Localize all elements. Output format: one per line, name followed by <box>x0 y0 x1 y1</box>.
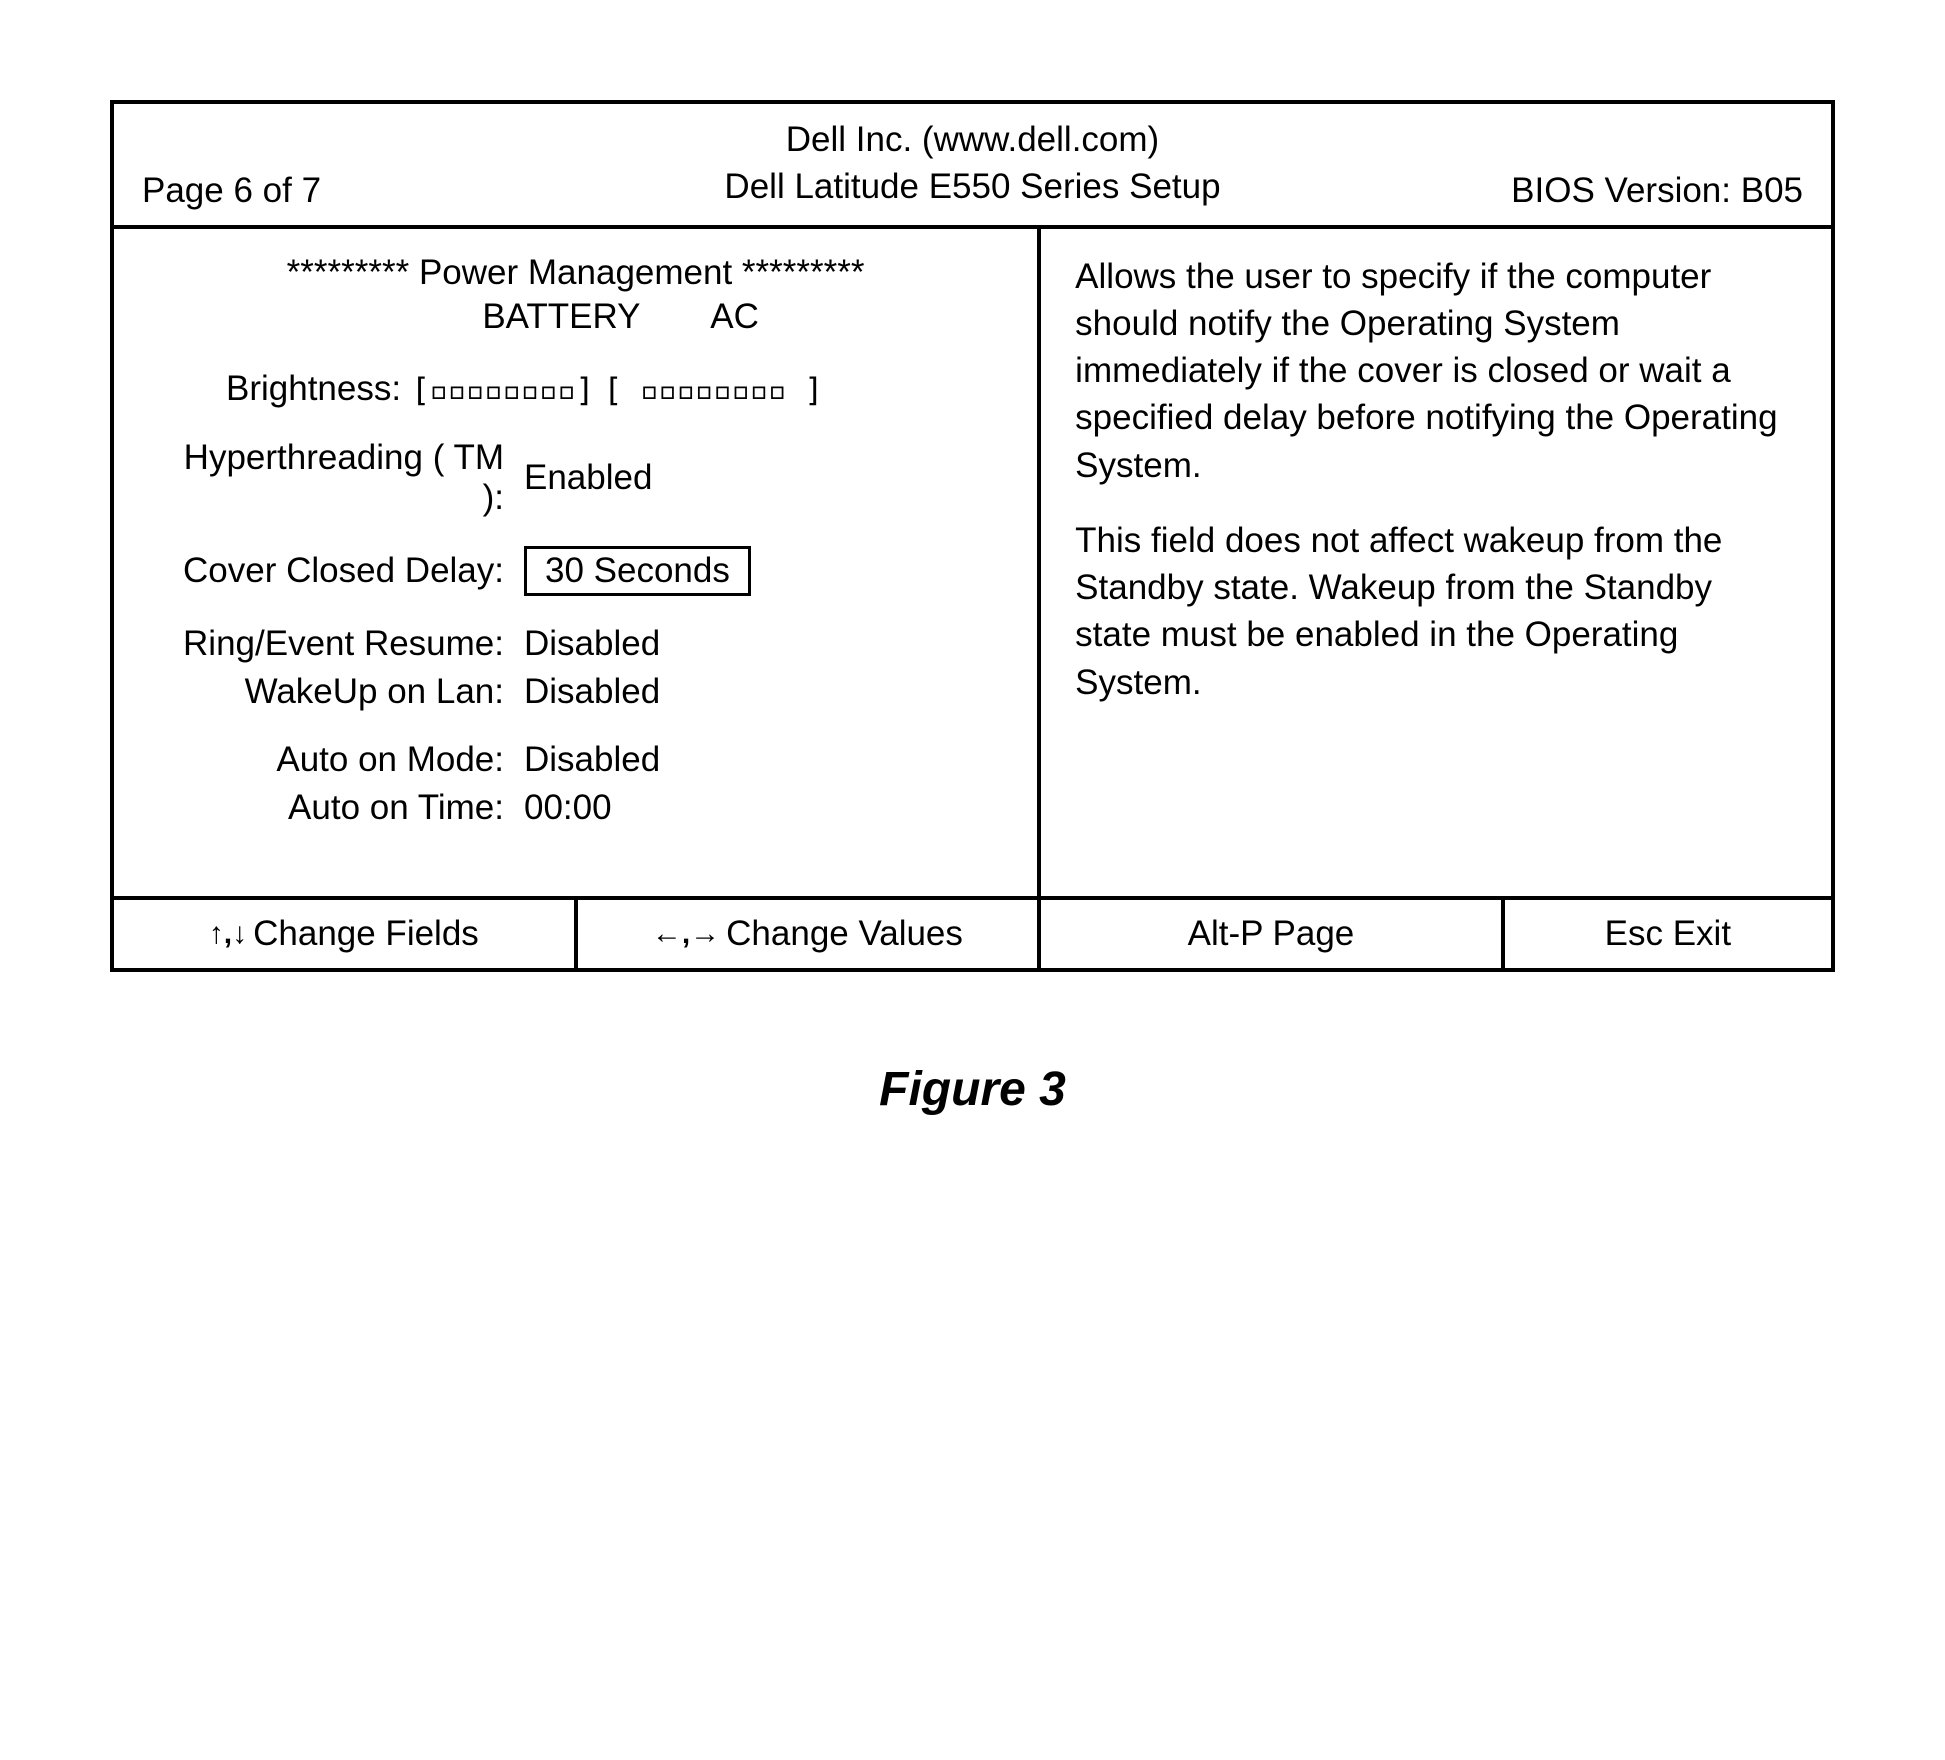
hyperthreading-label: Hyperthreading ( TM ): <box>154 438 524 518</box>
main-content: ********* Power Management ********* BAT… <box>114 229 1831 901</box>
battery-column-header: BATTERY <box>482 297 640 337</box>
figure-label: Figure 3 <box>879 1062 1066 1117</box>
page-hint-label: Alt-P Page <box>1188 914 1355 954</box>
brightness-label: Brightness: <box>226 369 401 408</box>
bios-version: BIOS Version: B05 <box>1511 171 1803 211</box>
page-indicator: Page 6 of 7 <box>142 171 321 211</box>
updown-arrows-icon: ↑,↓ <box>209 917 247 951</box>
leftright-arrows-icon: ←,→ <box>652 917 720 951</box>
auto-on-mode-label: Auto on Mode: <box>154 740 524 780</box>
wakeup-on-lan-label: WakeUp on Lan: <box>154 672 524 712</box>
ac-column-header: AC <box>710 297 759 337</box>
exit-hint-label: Esc Exit <box>1605 914 1731 954</box>
cover-closed-delay-value[interactable]: 30 Seconds <box>524 546 751 596</box>
change-values-label: Change Values <box>726 914 963 954</box>
brightness-ac-bar[interactable]: [ ▫▫▫▫▫▫▫▫ ] <box>603 371 822 409</box>
auto-on-mode-value[interactable]: Disabled <box>524 740 660 780</box>
ring-event-resume-value[interactable]: Disabled <box>524 624 660 664</box>
page-hint: Alt-P Page <box>1041 900 1505 968</box>
cover-closed-delay-row: Cover Closed Delay: 30 Seconds <box>154 546 997 596</box>
auto-on-time-label: Auto on Time: <box>154 788 524 828</box>
auto-on-mode-row: Auto on Mode: Disabled <box>154 740 997 780</box>
header-bar: Dell Inc. (www.dell.com) Dell Latitude E… <box>114 104 1831 229</box>
column-headers: BATTERY AC <box>154 297 997 337</box>
footer-bar: ↑,↓ Change Fields ←,→ Change Values Alt-… <box>114 900 1831 968</box>
change-fields-hint: ↑,↓ Change Fields <box>114 900 578 968</box>
bios-setup-window: Dell Inc. (www.dell.com) Dell Latitude E… <box>110 100 1835 972</box>
brightness-row: Brightness: [▫▫▫▫▫▫▫▫] [ ▫▫▫▫▫▫▫▫ ] <box>154 369 997 411</box>
auto-on-time-value[interactable]: 00:00 <box>524 788 612 828</box>
ring-event-resume-row: Ring/Event Resume: Disabled <box>154 624 997 664</box>
section-heading: ********* Power Management ********* <box>154 253 997 293</box>
help-panel: Allows the user to specify if the comput… <box>1041 229 1831 897</box>
company-label: Dell Inc. (www.dell.com) <box>142 116 1803 163</box>
change-fields-label: Change Fields <box>253 914 479 954</box>
hyperthreading-row: Hyperthreading ( TM ): Enabled <box>154 438 997 518</box>
auto-on-time-row: Auto on Time: 00:00 <box>154 788 997 828</box>
ring-event-resume-label: Ring/Event Resume: <box>154 624 524 664</box>
help-text-1: Allows the user to specify if the comput… <box>1075 253 1797 489</box>
hyperthreading-value[interactable]: Enabled <box>524 458 652 498</box>
help-text-2: This field does not affect wakeup from t… <box>1075 517 1797 706</box>
cover-closed-delay-label: Cover Closed Delay: <box>154 551 524 591</box>
brightness-battery-bar[interactable]: [▫▫▫▫▫▫▫▫] <box>411 371 594 409</box>
change-values-hint: ←,→ Change Values <box>578 900 1042 968</box>
wakeup-on-lan-value[interactable]: Disabled <box>524 672 660 712</box>
wakeup-on-lan-row: WakeUp on Lan: Disabled <box>154 672 997 712</box>
exit-hint: Esc Exit <box>1505 900 1831 968</box>
settings-panel: ********* Power Management ********* BAT… <box>114 229 1041 897</box>
